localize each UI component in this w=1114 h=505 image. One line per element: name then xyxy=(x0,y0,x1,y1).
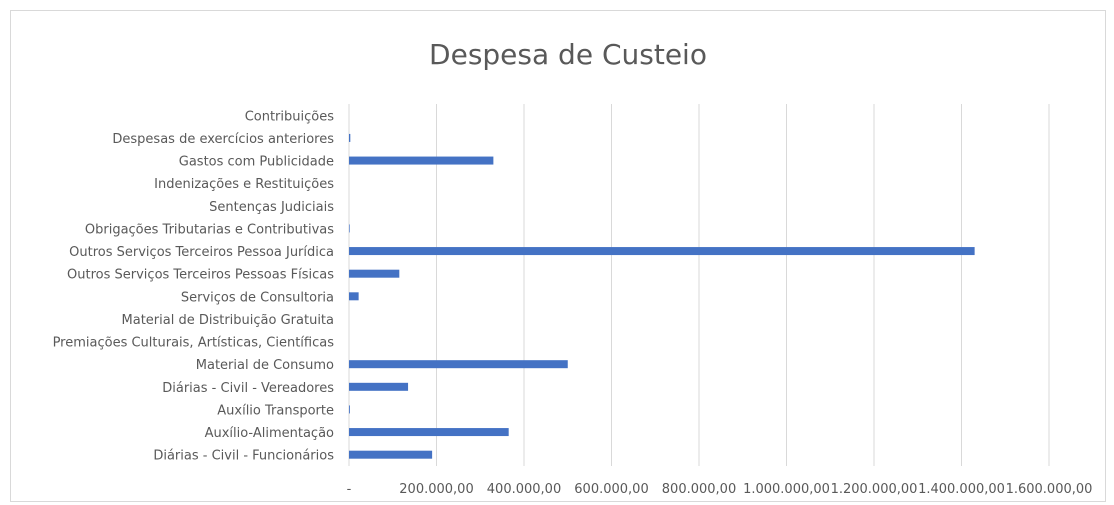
x-tick-label: 1.200.000,00 xyxy=(831,482,918,497)
x-tick-label: 1.400.000,00 xyxy=(918,482,1005,497)
bar xyxy=(349,269,400,278)
category-label: Diárias - Civil - Vereadores xyxy=(162,381,334,396)
category-label: Auxílio-Alimentação xyxy=(205,426,334,441)
category-label: Serviços de Consultoria xyxy=(181,290,334,305)
bar xyxy=(349,405,350,414)
bar xyxy=(349,247,975,256)
category-label: Material de Distribuição Gratuita xyxy=(122,313,334,328)
category-label: Obrigações Tributarias e Contributivas xyxy=(85,222,334,237)
category-label: Premiações Culturais, Artísticas, Cientí… xyxy=(53,336,335,351)
bar xyxy=(349,224,350,233)
bar xyxy=(349,382,409,391)
chart-frame xyxy=(10,10,1106,502)
x-tick-label: 1.600.000,00 xyxy=(1006,482,1093,497)
x-tick-label: - xyxy=(347,482,352,497)
x-tick-label: 600.000,00 xyxy=(574,482,648,497)
bar xyxy=(349,450,433,459)
bars xyxy=(349,133,975,459)
bar xyxy=(349,133,351,142)
category-label: Outros Serviços Terceiros Pessoas Física… xyxy=(67,268,334,283)
category-label: Sentenças Judiciais xyxy=(209,200,334,215)
category-label: Gastos com Publicidade xyxy=(179,155,334,170)
bar xyxy=(349,360,568,369)
category-label: Outros Serviços Terceiros Pessoa Jurídic… xyxy=(69,245,334,260)
bar xyxy=(349,428,509,437)
category-label: Contribuições xyxy=(245,109,335,124)
x-tick-label: 800.000,00 xyxy=(662,482,736,497)
bar xyxy=(349,292,359,301)
bar xyxy=(349,156,494,165)
category-label: Auxílio Transporte xyxy=(217,403,334,418)
chart-title: Despesa de Custeio xyxy=(429,38,707,71)
x-tick-label: 1.000.000,00 xyxy=(743,482,830,497)
category-label: Material de Consumo xyxy=(196,358,334,373)
x-tick-label: 400.000,00 xyxy=(487,482,561,497)
category-labels: Contribuições Despesas de exercícios ante… xyxy=(53,109,335,463)
category-label: Despesas de exercícios anteriores xyxy=(112,132,334,147)
category-label: Indenizações e Restituições xyxy=(154,177,334,192)
x-tick-label: 200.000,00 xyxy=(399,482,473,497)
x-tick-labels: - 200.000,00 400.000,00 600.000,00 800.000,0… xyxy=(347,482,1093,497)
category-label: Diárias - Civil - Funcionários xyxy=(153,449,334,464)
